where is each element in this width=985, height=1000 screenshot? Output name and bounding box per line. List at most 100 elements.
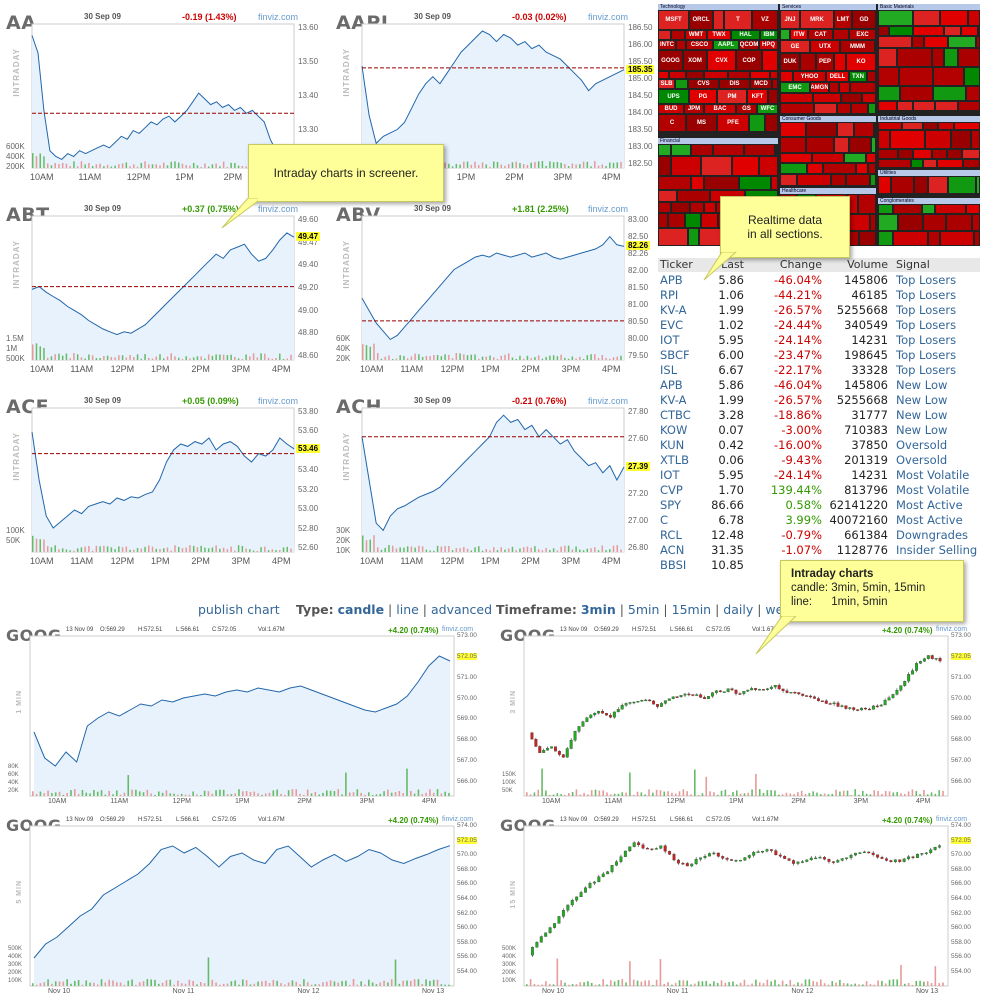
heatmap-cell[interactable] — [923, 159, 937, 168]
ticker-link[interactable]: IOT — [660, 332, 680, 347]
heatmap-cell[interactable] — [911, 159, 923, 168]
heatmap-cell[interactable] — [935, 101, 958, 111]
signal-link[interactable]: Most Active — [896, 497, 963, 512]
heatmap-cell[interactable] — [870, 174, 876, 186]
heatmap-cell[interactable] — [974, 231, 980, 246]
screener-row[interactable]: KV-A 1.99 -26.57% 5255668 Top Losers — [658, 302, 980, 317]
heatmap-cell[interactable]: MCD — [750, 79, 772, 89]
heatmap-cell[interactable] — [878, 214, 898, 231]
heatmap-cell[interactable] — [770, 71, 778, 79]
heatmap-cell[interactable] — [913, 149, 932, 159]
heatmap-cell[interactable] — [690, 202, 704, 213]
heatmap-cell[interactable] — [878, 48, 897, 67]
heatmap-cell[interactable] — [913, 101, 935, 111]
heatmap-cell[interactable] — [800, 53, 816, 71]
heatmap-cell[interactable]: DELL — [826, 71, 849, 82]
screener-row[interactable]: RCL 12.48 -0.79% 661384 Downgrades — [658, 527, 980, 542]
heatmap-cell[interactable]: T — [724, 10, 752, 30]
heatmap-cell[interactable] — [765, 114, 778, 132]
intraday-chart-ach[interactable]: ACH 30 Sep 09 -0.21 (0.76%) finviz.com INTRA… — [334, 392, 654, 582]
heatmap-cell[interactable] — [823, 163, 856, 174]
heatmap-cell[interactable] — [962, 149, 980, 159]
chart-ticker[interactable]: AA — [6, 12, 37, 34]
heatmap-cell[interactable] — [685, 213, 701, 228]
heatmap-cell[interactable] — [933, 67, 964, 86]
screener-row[interactable]: ACN 31.35 -1.07% 1128776 Insider Selling — [658, 542, 980, 557]
heatmap-cell[interactable] — [704, 71, 728, 79]
signal-link[interactable]: Top Losers — [896, 272, 957, 287]
heatmap-cell[interactable] — [899, 67, 933, 86]
signal-link[interactable]: Oversold — [896, 452, 948, 467]
screener-row[interactable]: APB 5.86 -46.04% 145806 New Low — [658, 377, 980, 392]
ticker-link[interactable]: RCL — [660, 527, 682, 542]
heatmap-cell[interactable] — [878, 122, 902, 130]
heatmap-cell[interactable] — [806, 122, 837, 137]
heatmap-cell[interactable] — [658, 144, 671, 156]
heatmap-cell[interactable] — [658, 190, 677, 202]
header-last[interactable]: Last — [721, 258, 744, 271]
goog-chart-15min[interactable]: GOOG13 Nov 09O:569.29H:572.51L:566.61C:5… — [498, 814, 978, 996]
heatmap-cell[interactable] — [947, 149, 962, 159]
heatmap-cell[interactable] — [688, 228, 699, 246]
screener-row[interactable]: KV-A 1.99 -26.57% 5255668 New Low — [658, 392, 980, 407]
ticker-link[interactable]: CVP — [660, 482, 683, 497]
ticker-link[interactable]: SBCF — [660, 347, 690, 362]
heatmap-cell[interactable] — [871, 137, 876, 153]
heatmap-cell[interactable] — [669, 71, 686, 79]
screener-row[interactable]: IOT 5.95 -24.14% 14231 Top Losers — [658, 332, 980, 347]
heatmap-cell[interactable] — [948, 36, 976, 48]
heatmap-cell[interactable]: EMC — [780, 82, 810, 93]
heatmap-cell[interactable] — [878, 86, 900, 101]
option-3min[interactable]: 3min — [580, 602, 616, 617]
signal-link[interactable]: Most Volatile — [896, 467, 970, 482]
heatmap-cell[interactable] — [713, 144, 744, 156]
heatmap-sector-0[interactable]: Technology — [658, 4, 778, 10]
heatmap-cell[interactable] — [913, 10, 940, 26]
heatmap-cell[interactable] — [728, 71, 750, 79]
heatmap-cell[interactable] — [732, 156, 759, 176]
heatmap-cell[interactable]: BUD — [658, 104, 684, 114]
screener-row[interactable]: APB 5.86 -46.04% 145806 Top Losers — [658, 272, 980, 287]
heatmap-sector-6[interactable]: Healthcare — [780, 188, 876, 194]
heatmap-cell[interactable] — [749, 114, 765, 132]
heatmap-cell[interactable] — [780, 137, 806, 153]
heatmap-cell[interactable] — [961, 26, 978, 36]
heatmap-cell[interactable] — [912, 36, 924, 48]
heatmap-cell[interactable] — [862, 93, 876, 103]
heatmap-cell[interactable]: IBM — [760, 30, 778, 40]
heatmap-cell[interactable] — [902, 122, 923, 130]
heatmap-cell[interactable]: GE — [780, 40, 810, 53]
heatmap-cell[interactable] — [813, 93, 841, 103]
heatmap-cell[interactable]: GOOG — [658, 50, 683, 71]
heatmap-cell[interactable]: CVS — [688, 79, 719, 89]
heatmap-cell[interactable] — [914, 176, 928, 194]
heatmap-cell[interactable] — [658, 213, 668, 228]
heatmap-cell[interactable] — [933, 86, 966, 101]
heatmap-cell[interactable] — [893, 204, 922, 214]
heatmap-cell[interactable] — [937, 159, 963, 168]
ticker-link[interactable]: EVC — [660, 317, 684, 332]
ticker-link[interactable]: SPY — [660, 497, 682, 512]
heatmap-sector-3[interactable]: Consumer Goods — [780, 116, 876, 122]
heatmap-cell[interactable] — [898, 214, 923, 231]
heatmap-cell[interactable] — [878, 176, 891, 194]
heatmap-cell[interactable]: UTX — [810, 40, 840, 53]
heatmap-cell[interactable] — [762, 50, 778, 71]
heatmap-cell[interactable]: QCOM — [739, 40, 759, 50]
heatmap-cell[interactable] — [668, 213, 685, 228]
header-change[interactable]: Change — [779, 258, 822, 271]
heatmap-cell[interactable] — [739, 176, 771, 190]
signal-link[interactable]: Top Losers — [896, 317, 957, 332]
heatmap-cell[interactable] — [958, 101, 980, 111]
heatmap-sector-5[interactable]: Financial — [658, 138, 778, 144]
heatmap-cell[interactable]: DIS — [719, 79, 750, 89]
heatmap-cell[interactable]: WMT — [685, 30, 707, 40]
ticker-link[interactable]: XTLB — [660, 452, 689, 467]
heatmap-cell[interactable] — [780, 174, 797, 186]
heatmap-cell[interactable]: EXC — [849, 29, 876, 40]
heatmap-cell[interactable] — [772, 79, 778, 89]
heatmap-cell[interactable] — [675, 79, 688, 89]
heatmap-cell[interactable] — [859, 231, 876, 246]
heatmap-cell[interactable]: INTC — [658, 40, 676, 50]
heatmap-cell[interactable] — [858, 194, 876, 214]
